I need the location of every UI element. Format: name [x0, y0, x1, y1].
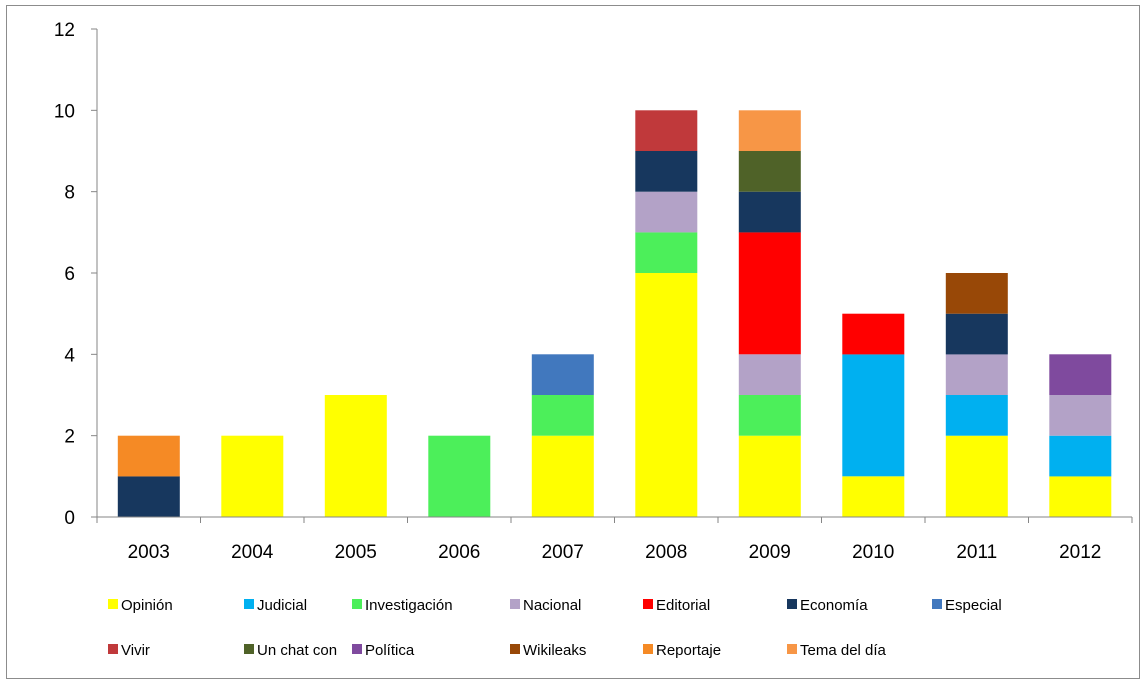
bar-2012-judicial: [1049, 435, 1112, 477]
legend-label: Nacional: [523, 597, 581, 614]
y-tick-label: 0: [64, 508, 75, 529]
legend-label: Vivir: [121, 642, 150, 659]
legend-item-un-chat-con: Un chat con: [244, 642, 337, 659]
legend-item-reportaje: Reportaje: [643, 642, 721, 659]
legend-label: Economía: [800, 597, 868, 614]
legend-item-editorial: Editorial: [643, 597, 710, 614]
legend-swatch: [787, 599, 797, 609]
legend-label: Editorial: [656, 597, 710, 614]
legend-label: Un chat con: [257, 642, 337, 659]
legend-label: Tema del día: [800, 642, 887, 659]
x-tick-label: 2004: [231, 542, 274, 563]
y-tick-label: 6: [64, 264, 75, 285]
legend-swatch: [643, 599, 653, 609]
x-tick-label: 2003: [128, 542, 170, 563]
bar-2009-investigacion: [738, 395, 801, 436]
y-tick-label: 12: [54, 20, 75, 41]
legend-label: Investigación: [365, 597, 453, 614]
x-tick-label: 2010: [852, 542, 894, 563]
x-tick-label: 2007: [542, 542, 584, 563]
bar-2011-wikileaks: [945, 273, 1008, 314]
legend-swatch: [108, 644, 118, 654]
bar-2011-judicial: [945, 395, 1008, 436]
legend-label: Reportaje: [656, 642, 721, 659]
legend-item-economia: Economía: [787, 597, 868, 614]
legend-swatch: [787, 644, 797, 654]
bar-2008-nacional: [635, 191, 698, 233]
legend-item-vivir: Vivir: [108, 642, 150, 659]
legend-item-judicial: Judicial: [244, 597, 307, 614]
bar-2012-opinion: [1049, 476, 1112, 517]
legend-swatch: [932, 599, 942, 609]
bar-2008-vivir: [635, 110, 698, 151]
bar-2009-opinion: [738, 435, 801, 517]
bar-2011-opinion: [945, 435, 1008, 517]
legend: Opinión Judicial Investigación Nacional Edit…: [108, 597, 1002, 659]
legend-label: Opinión: [121, 597, 173, 614]
bar-2012-politica: [1049, 354, 1112, 395]
bar-2012-nacional: [1049, 395, 1112, 436]
bar-2006-investigacion: [428, 435, 491, 517]
bar-2004-opinion: [221, 435, 284, 517]
legend-label: Judicial: [257, 597, 307, 614]
x-tick-label: 2006: [438, 542, 480, 563]
bar-2007-investigacion: [531, 395, 594, 436]
legend-item-politica: Política: [352, 642, 415, 659]
bar-2008-investigacion: [635, 232, 698, 273]
legend-swatch: [643, 644, 653, 654]
legend-item-nacional: Nacional: [510, 597, 581, 614]
bar-2010-opinion: [842, 476, 905, 517]
x-tick-label: 2011: [956, 542, 997, 563]
bar-2007-opinion: [531, 435, 594, 517]
x-tick-label: 2008: [645, 542, 687, 563]
bars-layer: [117, 110, 1112, 517]
legend-label: Especial: [945, 597, 1002, 614]
legend-label: Wikileaks: [523, 642, 586, 659]
y-tick-label: 8: [64, 183, 75, 204]
legend-item-wikileaks: Wikileaks: [510, 642, 586, 659]
legend-item-investigacion: Investigación: [352, 597, 453, 614]
legend-swatch: [352, 599, 362, 609]
bar-2011-nacional: [945, 354, 1008, 395]
bar-2009-tema-del-dia: [738, 110, 801, 151]
legend-item-opinion: Opinión: [108, 597, 173, 614]
bar-2005-opinion: [324, 395, 387, 517]
y-tick-label: 2: [64, 427, 75, 448]
legend-swatch: [510, 599, 520, 609]
x-tick-label: 2012: [1059, 542, 1101, 563]
legend-item-tema-del-dia: Tema del día: [787, 642, 887, 659]
legend-label: Política: [365, 642, 415, 659]
legend-swatch: [352, 644, 362, 654]
bar-2009-editorial: [738, 232, 801, 355]
bar-2007-especial: [531, 354, 594, 395]
axes-layer: 0 2 4 6 8 10 12 2003 2004 2005 2006 2007 2008 2009 201…: [54, 20, 1133, 563]
bar-2008-opinion: [635, 273, 698, 517]
x-tick-label: 2005: [335, 542, 377, 563]
bar-2009-economia: [738, 191, 801, 233]
bar-2009-un-chat-con: [738, 151, 801, 192]
y-tick-label: 4: [64, 345, 75, 366]
bar-2008-economia: [635, 151, 698, 192]
legend-swatch: [244, 599, 254, 609]
x-tick-label: 2009: [749, 542, 791, 563]
bar-2003-economia: [117, 476, 180, 517]
bar-2009-nacional: [738, 354, 801, 395]
legend-swatch: [244, 644, 254, 654]
legend-swatch: [108, 599, 118, 609]
bar-2003-reportaje: [117, 435, 180, 477]
legend-swatch: [510, 644, 520, 654]
bar-2010-editorial: [842, 313, 905, 355]
bar-2010-judicial: [842, 354, 905, 477]
y-tick-label: 10: [54, 101, 75, 122]
legend-item-especial: Especial: [932, 597, 1002, 614]
bar-2011-economia: [945, 313, 1008, 355]
